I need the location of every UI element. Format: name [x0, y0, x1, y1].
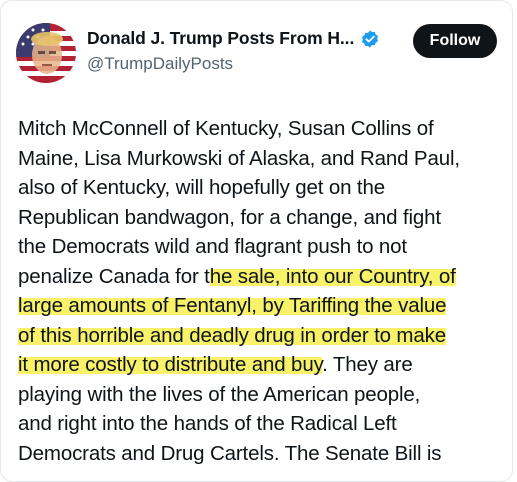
follow-button[interactable]: Follow	[413, 24, 497, 58]
post-text-line: penalize Canada for the sale, into our C…	[18, 262, 508, 292]
highlighted-text: of this horrible and deadly drug in orde…	[18, 323, 446, 347]
post-text-segment: also of Kentucky, will hopefully get on …	[18, 176, 385, 199]
post-text-line: large amounts of Fentanyl, by Tariffing …	[18, 291, 508, 321]
post-text-segment: Maine, Lisa Murkowski of Alaska, and Ran…	[18, 146, 460, 170]
verified-badge-icon	[362, 29, 379, 48]
post-text-segment: . They are	[322, 353, 413, 376]
post-text-segment: the Democrats wild and flagrant push to …	[18, 235, 407, 258]
author-display-name[interactable]: Donald J. Trump Posts From H...	[87, 28, 355, 48]
post-text-line: it more costly to distribute and buy. Th…	[18, 350, 508, 380]
post-text-line: the Democrats wild and flagrant push to …	[18, 232, 508, 262]
flag-portrait-avatar-icon	[16, 23, 76, 83]
post-text-segment: playing with the lives of the American p…	[18, 382, 421, 406]
post-text-segment: Mitch McConnell of Kentucky, Susan Colli…	[18, 117, 434, 140]
post-text-line: Democrats and Drug Cartels. The Senate B…	[18, 439, 508, 469]
post-text-line: Mitch McConnell of Kentucky, Susan Colli…	[18, 114, 508, 144]
highlighted-text: he sale, into our Country, of	[209, 264, 456, 288]
post-text-line: Republican bandwagon, for a change, and …	[18, 203, 508, 233]
post-text-line: and right into the hands of the Radical …	[18, 409, 508, 439]
post-text-line: Maine, Lisa Murkowski of Alaska, and Ran…	[18, 144, 508, 174]
post-text: Mitch McConnell of Kentucky, Susan Colli…	[18, 114, 508, 468]
author-name-row: Donald J. Trump Posts From H...	[87, 28, 380, 49]
post-text-segment: Republican bandwagon, for a change, and …	[18, 205, 441, 229]
highlighted-text: it more costly to distribute and buy	[18, 353, 323, 376]
post-text-segment: Democrats and Drug Cartels. The Senate B…	[18, 441, 442, 465]
highlighted-text: large amounts of Fentanyl, by Tariffing …	[18, 294, 447, 317]
post-text-line: also of Kentucky, will hopefully get on …	[18, 173, 508, 203]
post-text-line: of this horrible and deadly drug in orde…	[18, 321, 508, 351]
post-text-line: playing with the lives of the American p…	[18, 380, 508, 410]
author-handle[interactable]: @TrumpDailyPosts	[87, 54, 234, 73]
author-avatar[interactable]	[16, 23, 76, 83]
post-text-segment: and right into the hands of the Radical …	[18, 412, 397, 435]
post-text-segment: penalize Canada for t	[18, 264, 210, 288]
